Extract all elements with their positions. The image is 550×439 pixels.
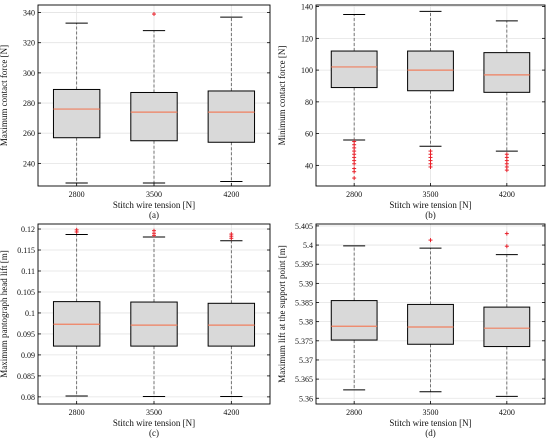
outlier-point xyxy=(504,168,509,173)
box-2800 xyxy=(52,22,101,184)
ytick-label: 0.115 xyxy=(17,246,35,255)
ytick-label: 0.08 xyxy=(21,393,35,402)
box-3500 xyxy=(130,228,178,397)
box-iqr xyxy=(330,50,378,89)
box-3500 xyxy=(407,10,454,169)
xtick-label: 3500 xyxy=(423,408,439,417)
ytick-label: 5.375 xyxy=(295,337,313,346)
xtick-label: 2800 xyxy=(346,408,362,417)
chart-panel-2: 40 60 80 100 120 140 2800 3500 4200 Stitch wire t… xyxy=(277,3,546,220)
ytick-label: 5.37 xyxy=(299,356,313,365)
box-iqr xyxy=(130,91,178,142)
ytick-label: 40 xyxy=(305,161,313,170)
panel-caption: (c) xyxy=(149,428,159,438)
box-iqr xyxy=(483,306,531,348)
chart-panel-4: 5.36 5.365 5.37 5.375 5.38 5.385 5.39 5.395 5.4 5… xyxy=(277,222,546,438)
xtick-label: 3500 xyxy=(423,190,439,199)
ytick-label: 340 xyxy=(23,9,35,18)
ytick-label: 5.38 xyxy=(299,318,313,327)
box-iqr xyxy=(330,300,378,341)
outlier-point xyxy=(352,176,357,181)
box-iqr xyxy=(130,301,178,347)
outlier-point xyxy=(504,231,509,236)
box-iqr xyxy=(407,303,454,345)
ytick-label: 0.09 xyxy=(21,351,35,360)
ytick-label: 5.4 xyxy=(303,241,313,250)
x-axis-label: Stitch wire tension [N] xyxy=(389,418,471,428)
box-4200 xyxy=(483,20,531,173)
xtick-label: 2800 xyxy=(69,190,85,199)
box-2800 xyxy=(330,14,378,181)
box-4200 xyxy=(207,232,256,397)
y-axis-label: Maximum lift at the support point [m] xyxy=(277,245,287,382)
ytick-label: 120 xyxy=(301,34,313,43)
ytick-label: 5.36 xyxy=(299,394,313,403)
x-axis-label: Stitch wire tension [N] xyxy=(389,200,471,210)
panel-caption: (a) xyxy=(149,210,159,220)
panel-caption: (b) xyxy=(425,210,436,220)
box-iqr xyxy=(407,50,454,92)
box-2800 xyxy=(52,227,101,397)
chart-panel-3: 0.08 0.085 0.09 0.095 0.1 0.105 0.11 0.115 0.12 2… xyxy=(0,223,271,438)
outlier-point xyxy=(152,228,156,233)
ytick-label: 60 xyxy=(305,130,313,139)
box-2800 xyxy=(330,245,378,391)
outlier-point xyxy=(152,12,156,17)
ytick-label: 0.11 xyxy=(21,267,35,276)
outlier-point xyxy=(74,227,79,232)
panel-caption: (d) xyxy=(425,428,436,438)
xtick-label: 3500 xyxy=(146,190,162,199)
xtick-label: 4200 xyxy=(223,190,239,199)
x-axis-label: Stitch wire tension [N] xyxy=(113,200,195,210)
ytick-label: 280 xyxy=(23,99,35,108)
ytick-label: 100 xyxy=(301,66,313,75)
ytick-label: 5.365 xyxy=(295,375,313,384)
ytick-label: 0.105 xyxy=(17,288,35,297)
ytick-label: 5.385 xyxy=(295,299,313,308)
box-iqr xyxy=(207,90,256,143)
box-4200 xyxy=(483,231,531,397)
ytick-label: 0.12 xyxy=(21,225,35,234)
box-iqr xyxy=(52,88,101,139)
ytick-label: 0.085 xyxy=(17,372,35,381)
xtick-label: 4200 xyxy=(223,408,239,417)
ytick-label: 140 xyxy=(301,3,313,12)
outlier-point xyxy=(352,169,357,174)
y-axis-label: Maximum pantograph head lift [m] xyxy=(0,250,9,377)
outlier-point xyxy=(504,244,509,249)
outlier-point xyxy=(352,161,357,166)
xtick-label: 2800 xyxy=(346,190,362,199)
ytick-label: 5.405 xyxy=(295,222,313,231)
ytick-label: 0.1 xyxy=(25,309,35,318)
box-3500 xyxy=(130,12,178,184)
y-axis-label: Maximum contact force [N] xyxy=(0,45,9,146)
y-axis-label: Minimum contact force [N] xyxy=(277,46,287,146)
xtick-label: 4200 xyxy=(499,408,515,417)
outlier-point xyxy=(229,232,234,237)
xtick-label: 4200 xyxy=(499,190,515,199)
outlier-point xyxy=(428,164,433,169)
ytick-label: 0.095 xyxy=(17,330,35,339)
ytick-label: 5.39 xyxy=(299,279,313,288)
ytick-label: 5.395 xyxy=(295,260,313,269)
ytick-label: 240 xyxy=(23,159,35,168)
ytick-label: 260 xyxy=(23,129,35,138)
outlier-point xyxy=(428,238,433,243)
ytick-label: 80 xyxy=(305,98,313,107)
chart-panel-1: 240 260 280 300 320 340 2800 3500 4200 Stitch wir… xyxy=(0,4,271,220)
ytick-label: 320 xyxy=(23,39,35,48)
xtick-label: 2800 xyxy=(69,408,85,417)
ytick-label: 300 xyxy=(23,69,35,78)
box-4200 xyxy=(207,16,256,182)
box-3500 xyxy=(407,238,454,393)
box-iqr xyxy=(483,52,531,93)
xtick-label: 3500 xyxy=(146,408,162,417)
x-axis-label: Stitch wire tension [N] xyxy=(113,418,195,428)
